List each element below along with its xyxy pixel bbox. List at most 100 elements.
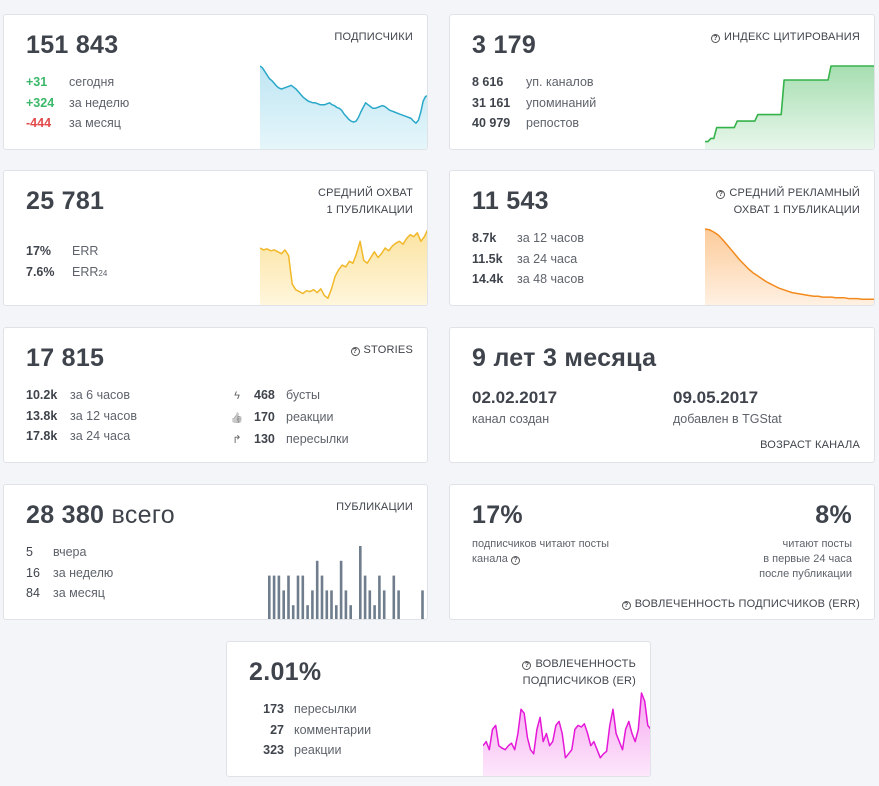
reactions-label: реакции — [286, 409, 334, 424]
err24-label: ERR24 — [72, 264, 108, 279]
help-icon[interactable]: ? — [522, 661, 532, 670]
added-block: 09.05.2017 добавлен в TGStat — [673, 388, 782, 426]
err-card[interactable]: 17% 8% подписчиков читают посты канала ? … — [449, 484, 875, 620]
posts-bar — [412, 619, 415, 620]
err-left-label: подписчиков читают посты канала ? — [472, 538, 610, 565]
help-icon[interactable]: ? — [711, 34, 721, 43]
posts-bar — [282, 590, 285, 619]
sparkline-area — [705, 229, 874, 305]
help-icon[interactable]: ? — [621, 601, 631, 610]
help-icon[interactable]: ? — [350, 347, 360, 356]
subscribers-sparkline — [260, 65, 427, 149]
err-right-label: читают посты в первые 24 часа после публик… — [759, 538, 852, 580]
added-date: 09.05.2017 — [673, 388, 759, 407]
posts-card[interactable]: 28 380 всего ПУБЛИКАЦИИ 5 вчера 16 за неде… — [3, 484, 428, 620]
stories-24h-num: 17.8k — [26, 429, 58, 443]
stat-month-num: -444 — [26, 116, 52, 130]
sparkline-line — [260, 229, 427, 300]
er-forwards-label: пересылки — [294, 702, 357, 716]
reach-card[interactable]: 25 781 СРЕДНИЙ ОХВАТ 1 ПУБЛИКАЦИИ 17% ERR … — [3, 170, 428, 306]
er-reactions-num: 323 — [263, 743, 284, 757]
posts-bar — [315, 560, 319, 619]
channel-age-title: ВОЗРАСТ КАНАЛА — [760, 439, 860, 451]
posts-bar — [301, 575, 305, 619]
stories-12h-label: за 12 часов — [70, 408, 137, 423]
subscribers-card[interactable]: 151 843 ПОДПИСЧИКИ +31 сегодня +324 за нед… — [3, 14, 428, 150]
stat-mentions-label: упоминаний — [526, 95, 597, 110]
subscribers-count: 151 843 — [26, 31, 119, 59]
posts-bar — [382, 590, 386, 619]
stat-reposts-label: репостов — [526, 116, 580, 130]
citation-index-value: 3 179 — [472, 31, 537, 59]
stories-value: 17 815 — [26, 344, 105, 372]
reach-title: СРЕДНИЙ ОХВАТ 1 ПУБЛИКАЦИИ — [317, 187, 413, 216]
stat-mentions-num: 31 161 — [472, 95, 511, 110]
stat-channels-num: 8 616 — [472, 75, 504, 89]
posts-bar — [320, 575, 324, 619]
subscribers-stats: +31 сегодня +324 за неделю -444 за месяц — [26, 72, 129, 134]
boosts-num: 468 — [254, 388, 275, 402]
channel-age-card[interactable]: 9 лет 3 месяца 02.02.2017 канал создан 0… — [449, 327, 875, 463]
posts-title: ПУБЛИКАЦИИ — [336, 501, 413, 513]
reactions-num: 170 — [254, 409, 275, 424]
forward-icon: ↱ — [232, 434, 242, 446]
posts-bar — [272, 575, 276, 619]
posts-yesterday-num: 5 — [26, 545, 33, 559]
err-right-value: 8% — [815, 501, 852, 529]
sparkline-area — [483, 693, 650, 776]
ad-24h-num: 11.5k — [472, 251, 503, 266]
help-icon[interactable]: ? — [510, 556, 520, 565]
reach-value: 25 781 — [26, 187, 105, 215]
stat-today-num: +31 — [26, 75, 48, 89]
posts-bar — [402, 619, 405, 620]
posts-bar — [287, 575, 290, 619]
citation-title: ? ИНДЕКС ЦИТИРОВАНИЯ — [711, 29, 860, 46]
posts-bar — [416, 619, 419, 620]
stat-today-label: сегодня — [69, 75, 115, 89]
er-value: 2.01% — [249, 658, 322, 686]
citation-card[interactable]: 3 179 ? ИНДЕКС ЦИТИРОВАНИЯ 8 616 уп. канал… — [449, 14, 875, 150]
er-comments-label: комментарии — [294, 722, 372, 737]
ad-reach-card[interactable]: 11 543 ? СРЕДНИЙ РЕКЛАМНЫЙ ОХВАТ 1 ПУБЛИКА… — [449, 170, 875, 306]
stat-week-label: за неделю — [69, 95, 130, 110]
stat-week-num: +324 — [26, 95, 55, 110]
reach-sparkline — [260, 229, 427, 305]
lightning-icon: ϟ — [234, 390, 240, 402]
posts-bar — [392, 575, 396, 619]
stories-12h-num: 13.8k — [26, 408, 58, 423]
posts-bar — [373, 605, 376, 619]
stories-card[interactable]: 17 815 ? STORIES 10.2k за 6 часов 13.8k за … — [3, 327, 428, 463]
posts-bar — [335, 605, 338, 619]
channel-age-value: 9 лет 3 месяца — [472, 344, 657, 372]
ad-reach-sparkline — [705, 228, 874, 305]
posts-week-num: 16 — [26, 565, 40, 580]
created-label: канал создан — [472, 412, 550, 426]
posts-bar — [311, 590, 314, 619]
posts-bar — [306, 605, 309, 619]
posts-bar — [339, 560, 343, 619]
sparkline-line — [260, 65, 427, 124]
sparkline-line — [705, 65, 874, 143]
posts-bar — [291, 605, 295, 619]
created-date: 02.02.2017 — [472, 388, 558, 407]
help-icon[interactable]: ? — [716, 190, 726, 199]
citation-stats: 8 616 уп. каналов 31 161 упоминаний 40 979… — [472, 72, 596, 134]
err-left-value: 17% — [472, 501, 523, 529]
posts-bar — [296, 575, 300, 619]
sparkline-line — [705, 228, 874, 301]
posts-bar — [388, 619, 391, 620]
er-card[interactable]: 2.01% ? ВОВЛЕЧЕННОСТЬ ПОДПИСЧИКОВ (ER) 173… — [226, 641, 651, 777]
thumbs-up-icon: 👍 — [230, 412, 244, 424]
er-stats: 173 пересылки 27 комментарии 323 реакции — [249, 699, 371, 761]
err-label: ERR — [72, 244, 99, 258]
subscribers-title: ПОДПИСЧИКИ — [334, 31, 413, 43]
stat-reposts-num: 40 979 — [472, 116, 511, 130]
er-reactions-label: реакции — [294, 743, 342, 757]
er-title: ? ВОВЛЕЧЕННОСТЬ ПОДПИСЧИКОВ (ER) — [522, 658, 636, 687]
created-block: 02.02.2017 канал создан — [472, 388, 557, 426]
posts-bar — [344, 590, 348, 619]
forwards-num: 130 — [254, 432, 275, 446]
posts-bar — [421, 590, 424, 619]
stories-title: ? STORIES — [350, 342, 414, 359]
posts-month-num: 84 — [26, 586, 40, 600]
